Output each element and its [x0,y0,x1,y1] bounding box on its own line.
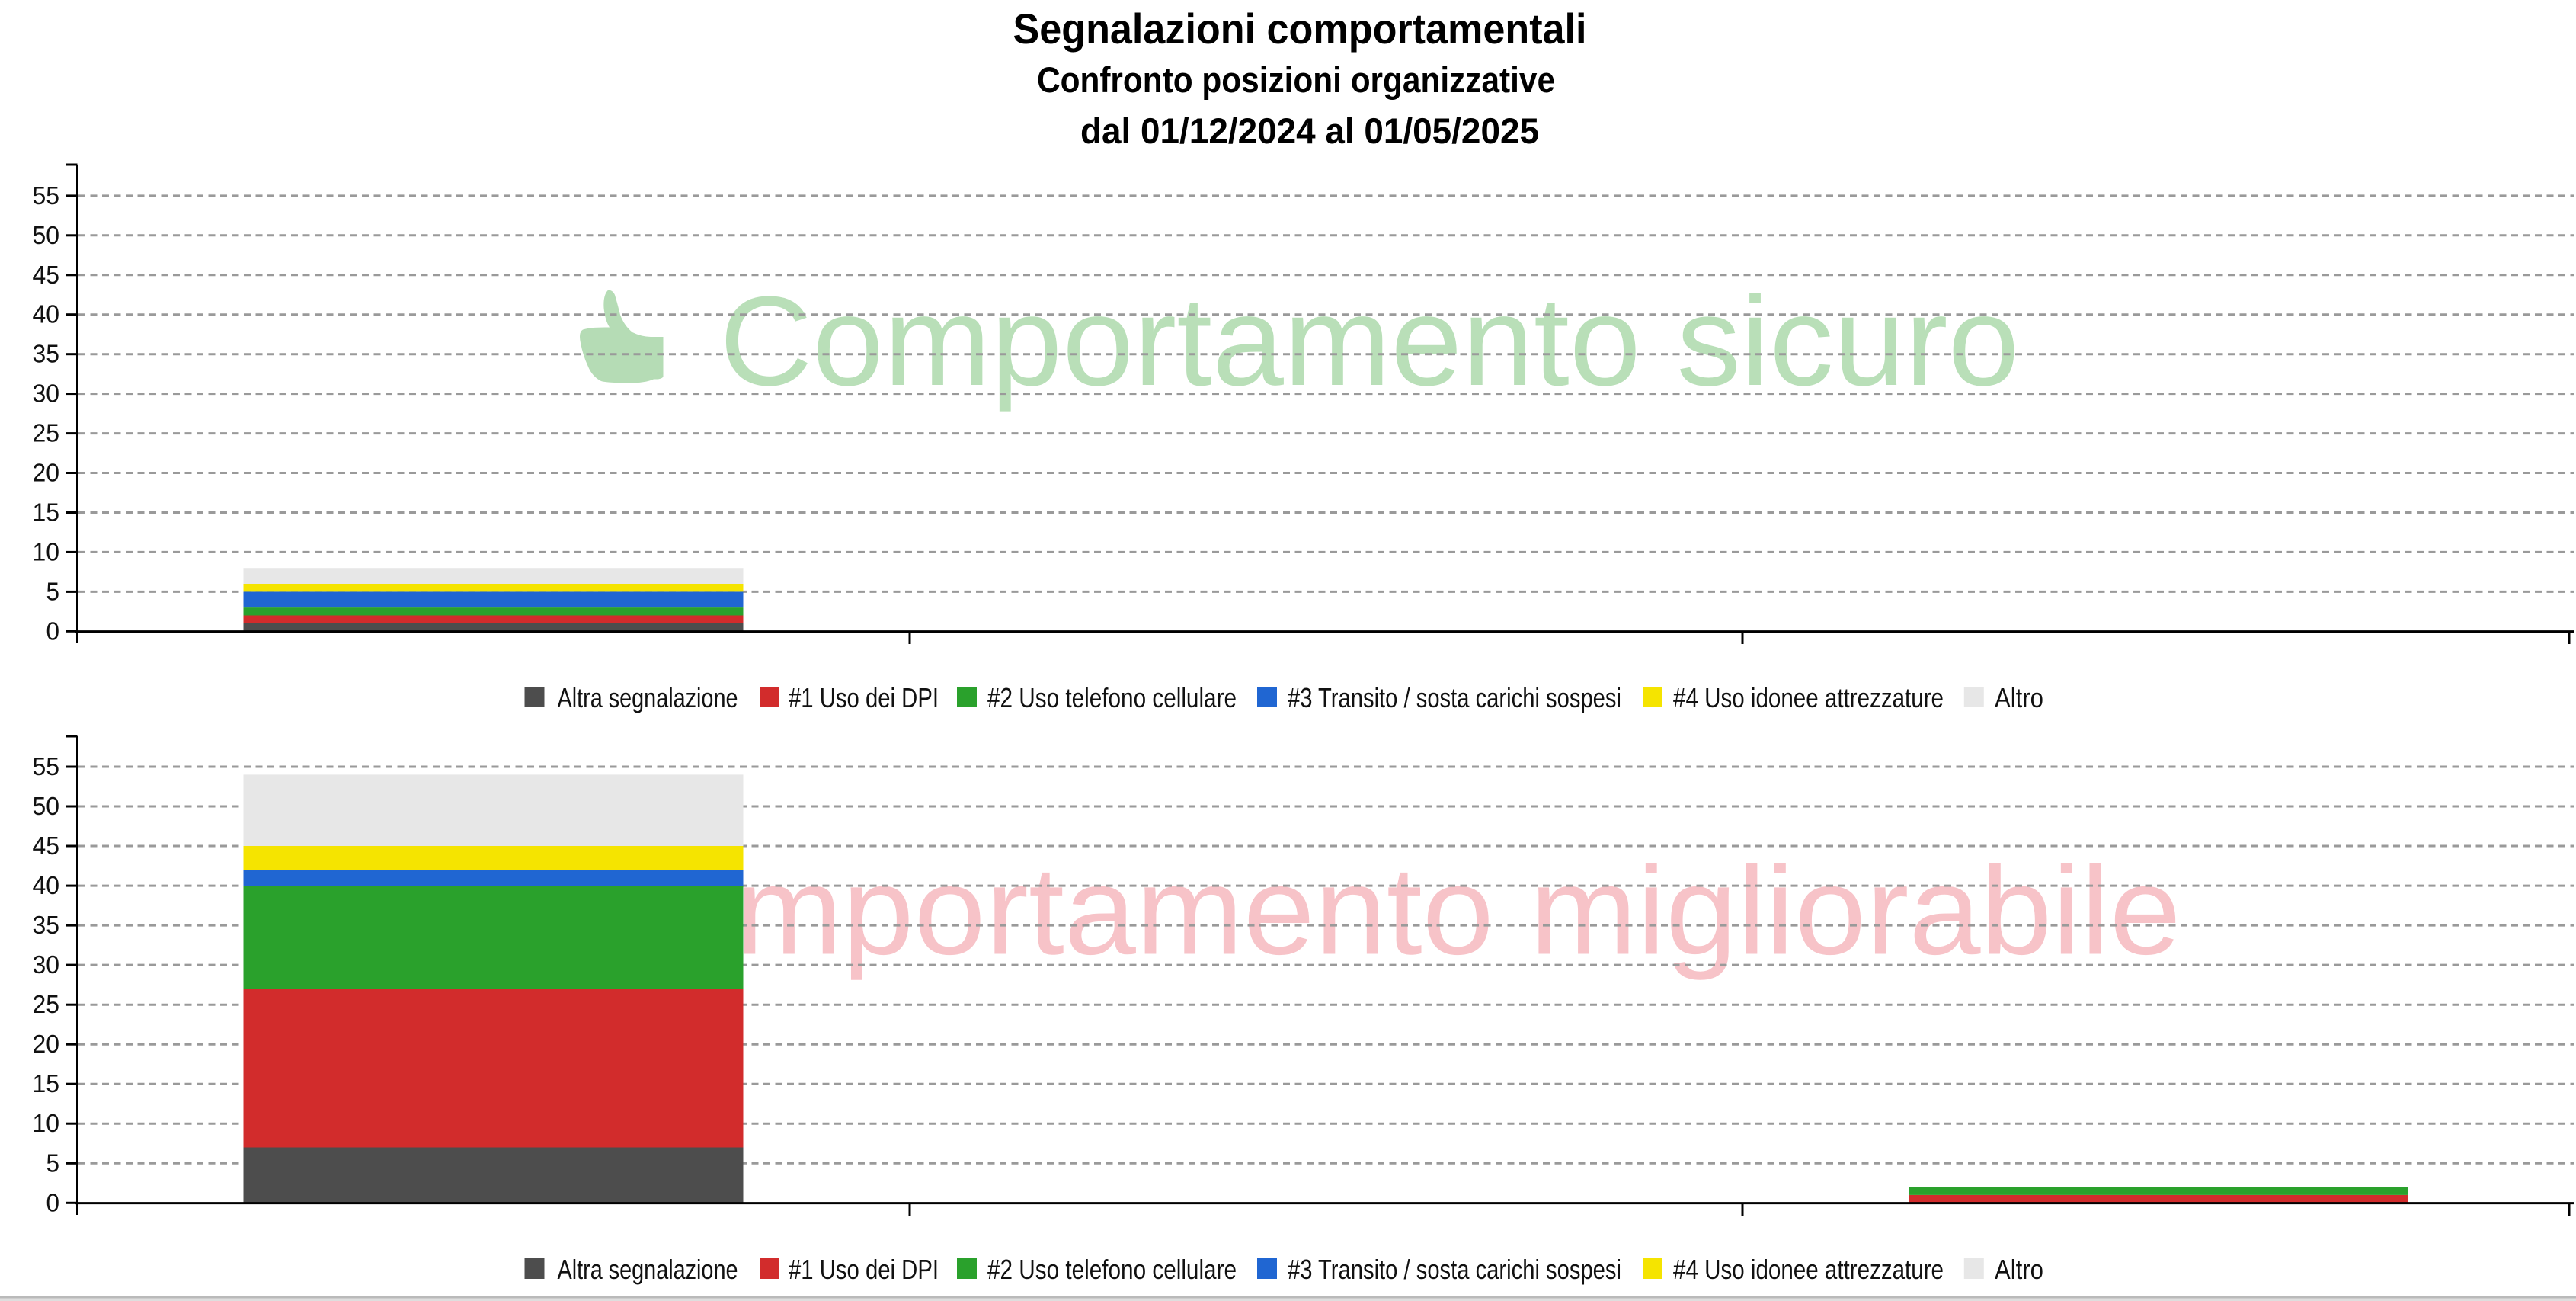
svg-text:30: 30 [33,380,60,408]
svg-text:#1 Uso dei DPI: #1 Uso dei DPI [789,682,939,713]
svg-text:Altra segnalazione: Altra segnalazione [558,682,738,713]
svg-text:0: 0 [46,617,60,645]
svg-text:15: 15 [33,498,60,527]
svg-text:Altro: Altro [1995,682,2043,713]
svg-text:35: 35 [33,911,60,939]
svg-text:45: 45 [33,261,60,289]
svg-text:55: 55 [33,752,60,780]
svg-text:Comportamento migliorabile: Comportamento migliorabile [571,841,2181,981]
svg-text:5: 5 [46,577,60,605]
svg-text:50: 50 [33,792,60,820]
svg-text:35: 35 [33,340,60,368]
svg-text:25: 25 [33,990,60,1018]
svg-text:Altra segnalazione: Altra segnalazione [558,1254,738,1285]
svg-text:#4 Uso idonee attrezzature: #4 Uso idonee attrezzature [1673,682,1944,713]
svg-text:#1 Uso dei DPI: #1 Uso dei DPI [789,1254,939,1285]
svg-text:#2 Uso telefono cellulare: #2 Uso telefono cellulare [987,682,1237,713]
svg-text:40: 40 [33,871,60,899]
svg-text:#3 Transito / sosta carichi so: #3 Transito / sosta carichi sospesi [1288,682,1621,713]
svg-text:20: 20 [33,1030,60,1058]
svg-text:10: 10 [33,537,60,566]
svg-text:55: 55 [33,181,60,210]
svg-text:20: 20 [33,459,60,487]
svg-text:Confronto posizioni organizzat: Confronto posizioni organizzative [1037,59,1555,100]
svg-text:Comportamento sicuro: Comportamento sicuro [719,271,2019,412]
svg-text:10: 10 [33,1109,60,1137]
svg-text:#4 Uso idonee attrezzature: #4 Uso idonee attrezzature [1673,1254,1944,1285]
svg-text:15: 15 [33,1069,60,1098]
svg-text:0: 0 [46,1188,60,1216]
svg-text:30: 30 [33,950,60,979]
svg-text:Altro: Altro [1995,1254,2043,1285]
svg-text:#2 Uso telefono cellulare: #2 Uso telefono cellulare [987,1254,1237,1285]
svg-text:40: 40 [33,300,60,328]
svg-text:Segnalazioni comportamentali: Segnalazioni comportamentali [1013,5,1587,53]
svg-text:25: 25 [33,419,60,447]
svg-text:50: 50 [33,221,60,249]
svg-text:5: 5 [46,1149,60,1177]
svg-text:#3 Transito / sosta carichi so: #3 Transito / sosta carichi sospesi [1288,1254,1621,1285]
svg-text:dal 01/12/2024 al 01/05/2025: dal 01/12/2024 al 01/05/2025 [1080,111,1539,151]
svg-text:45: 45 [33,832,60,860]
